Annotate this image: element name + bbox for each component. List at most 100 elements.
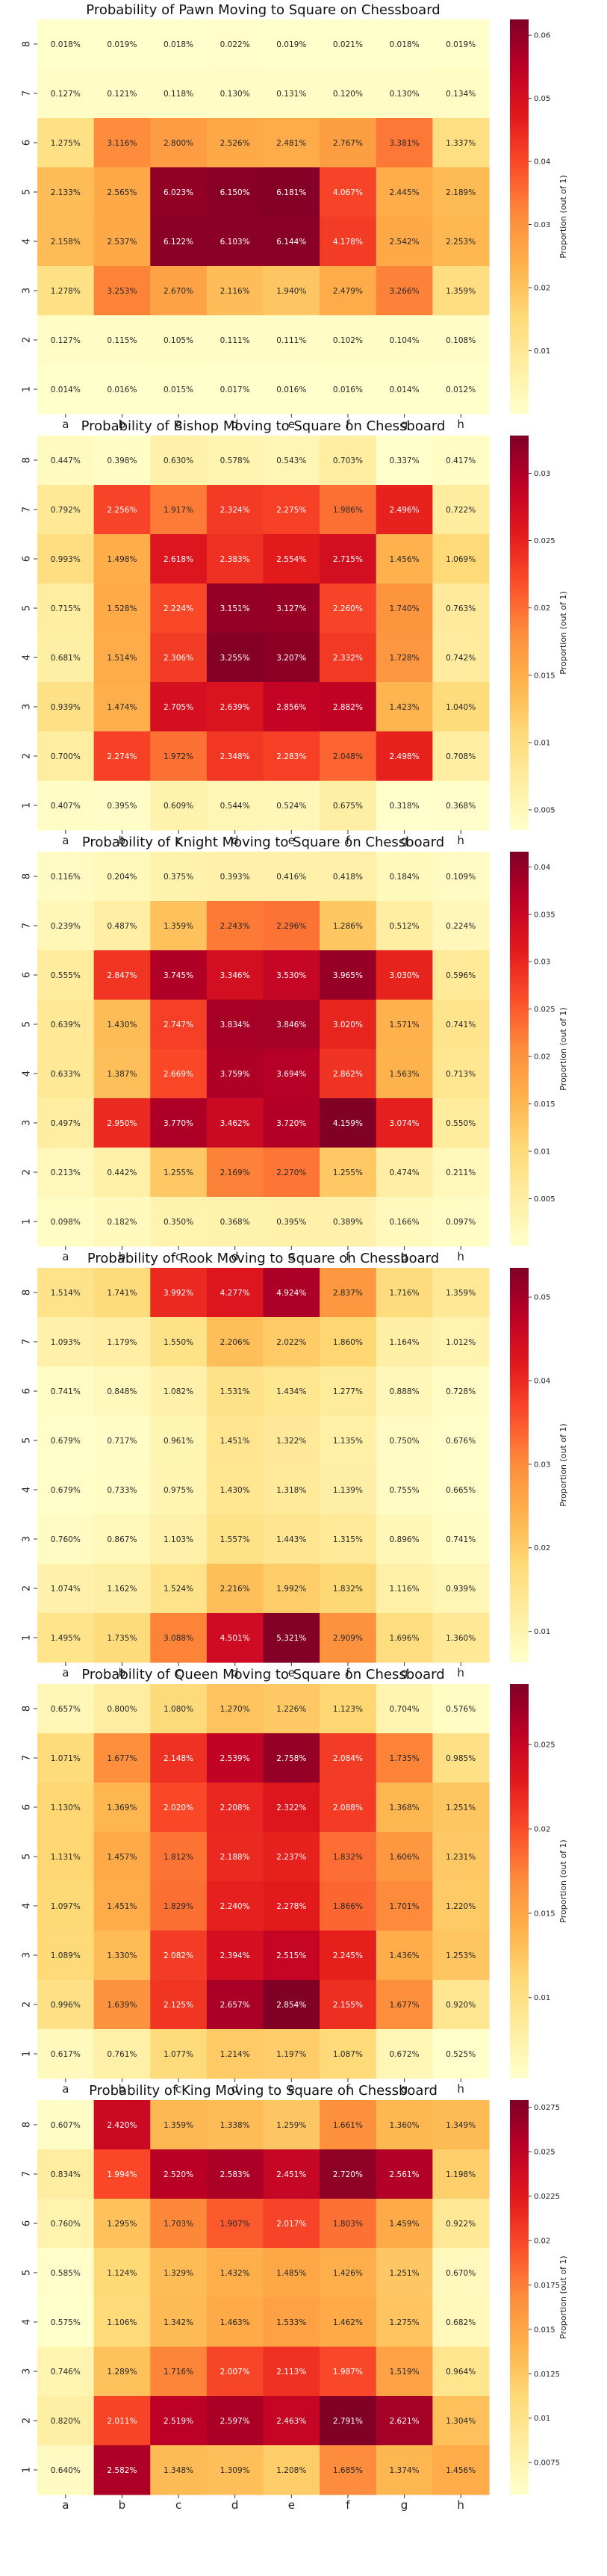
cell-label: 2.084% (333, 1754, 363, 1763)
heatmap-cell (376, 2445, 433, 2495)
cell-label: 2.113% (276, 2368, 306, 2377)
heatmap-cell (432, 365, 490, 415)
colorbar-tick-label: 0.03 (534, 470, 550, 478)
colorbar-tick-label: 0.04 (534, 1378, 550, 1386)
heatmap-cell (376, 167, 433, 217)
heatmap-cell (150, 1197, 208, 1247)
cell-label: 1.866% (333, 1902, 363, 1911)
heatmap-cell (150, 950, 208, 1000)
heatmap-cell (150, 1783, 208, 1833)
heatmap-cell (263, 1197, 320, 1247)
cell-label: 0.014% (51, 386, 81, 394)
heatmap-cell (206, 19, 264, 69)
cell-label: 3.462% (220, 1119, 250, 1128)
y-tick-label: 8 (22, 873, 33, 879)
cell-label: 0.733% (107, 1486, 137, 1495)
heatmap-cell (206, 1416, 264, 1466)
cell-label: 0.184% (390, 873, 420, 882)
cell-label: 1.074% (51, 1585, 81, 1594)
heatmap-cell (150, 1832, 208, 1882)
heatmap-cell (432, 950, 490, 1000)
heatmap-cell (376, 1514, 433, 1564)
cell-label: 2.125% (164, 2001, 193, 2010)
cell-label: 1.917% (164, 506, 193, 515)
cell-label: 1.907% (220, 2220, 250, 2229)
heatmap-cell (263, 2149, 320, 2199)
cell-label: 0.350% (164, 1218, 193, 1227)
cell-label: 0.120% (333, 90, 363, 99)
heatmap-cell (376, 2396, 433, 2446)
heatmap-cell (320, 2149, 377, 2199)
y-tick-label: 1 (22, 386, 33, 392)
heatmap-cell (432, 266, 490, 316)
cell-label: 0.975% (164, 1486, 193, 1495)
cell-label: 0.108% (446, 336, 476, 345)
heatmap-cell (263, 1783, 320, 1833)
cell-label: 0.679% (51, 1486, 81, 1495)
heatmap-cell (206, 1564, 264, 1614)
heatmap-cell (432, 2347, 490, 2397)
cell-label: 1.259% (276, 2121, 306, 2130)
cell-label: 1.359% (446, 1289, 476, 1298)
heatmap-cell (432, 1832, 490, 1882)
heatmap-cell (93, 266, 151, 316)
heatmap-cell (150, 217, 208, 267)
x-tick-label: e (288, 2082, 295, 2096)
heatmap-cell (320, 534, 377, 584)
colorbar-tick-label: 0.0075 (534, 2459, 560, 2468)
cell-label: 1.741% (107, 1289, 137, 1298)
heatmap-cell (432, 2297, 490, 2347)
heatmap-cell (150, 1148, 208, 1198)
cell-label: 1.451% (107, 1902, 137, 1911)
heatmap-cell (150, 2149, 208, 2199)
heatmap-cell (93, 1317, 151, 1367)
heatmap-cell (150, 1980, 208, 2030)
cell-label: 0.639% (51, 1021, 81, 1030)
heatmap-cell (206, 167, 264, 217)
heatmap-cell (206, 1317, 264, 1367)
cell-label: 2.189% (446, 188, 476, 197)
heatmap-cell (150, 2100, 208, 2150)
colorbar-tick-label: 0.02 (534, 604, 550, 613)
heatmap-cell (320, 167, 377, 217)
x-tick-label: e (288, 834, 295, 847)
cell-label: 1.360% (446, 1634, 476, 1643)
x-tick-label: d (231, 418, 239, 431)
cell-label: 0.131% (276, 90, 306, 99)
heatmap-cell (150, 1931, 208, 1981)
colorbar-tick-label: 0.02 (534, 285, 550, 293)
cell-label: 6.103% (220, 238, 250, 247)
heatmap-cell (37, 534, 95, 584)
cell-label: 1.304% (446, 2417, 476, 2426)
cell-label: 2.481% (276, 139, 306, 148)
cell-label: 3.381% (390, 139, 420, 148)
cell-label: 1.255% (333, 1168, 363, 1177)
heatmap-cell (432, 1465, 490, 1515)
cell-label: 2.479% (333, 287, 363, 296)
heatmap-cell (150, 1881, 208, 1931)
heatmap-cell (263, 1733, 320, 1783)
cell-label: 0.717% (107, 1437, 137, 1446)
cell-label: 1.443% (276, 1535, 306, 1544)
heatmap-cell (37, 1268, 95, 1318)
heatmap-cell (432, 1733, 490, 1783)
heatmap-cell (432, 1416, 490, 1466)
y-tick-label: 6 (22, 972, 33, 978)
cell-label: 2.020% (164, 1803, 193, 1812)
cell-label: 0.922% (446, 2220, 476, 2229)
cell-label: 2.116% (220, 287, 250, 296)
heatmap-cell (206, 1000, 264, 1050)
cell-label: 1.349% (446, 2121, 476, 2130)
heatmap-cell (150, 2029, 208, 2079)
colorbar-tick-label: 0.015 (534, 2326, 555, 2334)
colorbar-tick-label: 0.005 (534, 1195, 555, 1204)
cell-label: 1.812% (164, 1853, 193, 1862)
cell-label: 1.208% (276, 2466, 306, 2475)
heatmap-cell (376, 485, 433, 535)
heatmap-cell (206, 2248, 264, 2298)
heatmap-cell (263, 1931, 320, 1981)
heatmap-cell (206, 1980, 264, 2030)
cell-label: 1.337% (446, 139, 476, 148)
cell-label: 0.578% (220, 456, 250, 465)
cell-label: 1.087% (333, 2050, 363, 2059)
